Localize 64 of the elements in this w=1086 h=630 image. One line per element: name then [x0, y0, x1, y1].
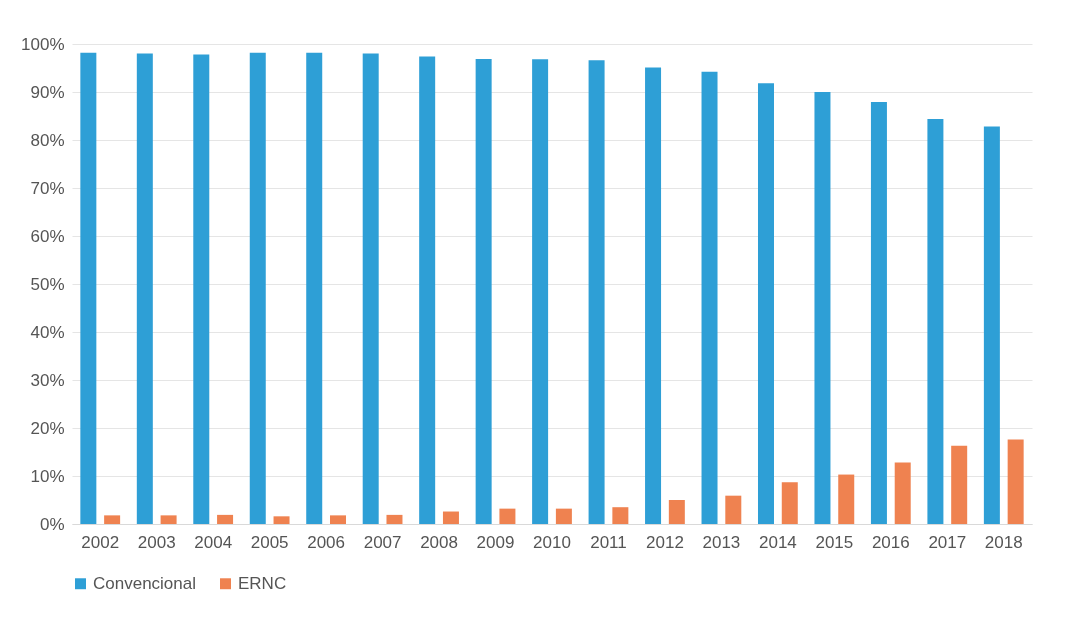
bar [838, 474, 855, 524]
bar [104, 515, 121, 524]
y-tick-label: 0% [39, 514, 65, 534]
bar [555, 508, 572, 524]
bar [814, 92, 831, 524]
bar [870, 102, 887, 524]
bar [160, 515, 177, 524]
y-tick-label: 10% [30, 466, 65, 486]
bar [386, 514, 403, 524]
x-tick-label: 2008 [420, 532, 458, 552]
bar [894, 462, 911, 524]
bar [273, 516, 290, 524]
bar [983, 126, 1000, 524]
x-tick-label: 2016 [871, 532, 910, 552]
y-tick-label: 40% [30, 322, 65, 342]
y-tick-label: 20% [30, 418, 65, 438]
bar [781, 482, 798, 524]
bar [249, 52, 266, 524]
legend-label: ERNC [238, 573, 287, 593]
bar [532, 59, 549, 524]
x-tick-label: 2004 [194, 532, 233, 552]
bar [927, 118, 944, 524]
y-tick-label: 90% [30, 82, 65, 102]
y-tick-label: 80% [30, 130, 65, 150]
x-tick-label: 2005 [250, 532, 289, 552]
bar [330, 515, 347, 524]
bar [362, 53, 379, 524]
legend-label: Convencional [93, 573, 197, 593]
bar [1007, 439, 1024, 524]
y-tick-label: 30% [30, 370, 65, 390]
bar [701, 71, 718, 524]
y-tick-label: 100% [21, 34, 65, 54]
bar [136, 53, 153, 524]
x-tick-label: 2002 [81, 532, 120, 552]
bar [757, 83, 774, 524]
y-tick-label: 70% [30, 178, 65, 198]
x-tick-label: 2012 [646, 532, 684, 552]
x-tick-label: 2017 [928, 532, 967, 552]
bar [442, 511, 459, 524]
bar [499, 508, 516, 524]
x-tick-label: 2003 [137, 532, 176, 552]
x-tick-label: 2010 [533, 532, 571, 552]
y-tick-label: 60% [30, 226, 65, 246]
x-tick-label: 2006 [307, 532, 346, 552]
x-tick-label: 2014 [758, 532, 797, 552]
bar [588, 60, 605, 524]
bar [419, 56, 436, 524]
bar [951, 445, 968, 524]
bar [645, 67, 662, 524]
bar [725, 495, 742, 524]
bar [612, 507, 629, 524]
bar [475, 58, 492, 524]
x-tick-label: 2007 [363, 532, 402, 552]
x-tick-label: 2015 [815, 532, 854, 552]
bar [217, 514, 234, 524]
x-tick-label: 2013 [702, 532, 741, 552]
bar [80, 52, 97, 524]
bar [193, 54, 210, 524]
x-tick-label: 2018 [984, 532, 1023, 552]
y-tick-label: 50% [30, 274, 65, 294]
bar [306, 52, 323, 524]
x-tick-label: 2009 [476, 532, 515, 552]
bar [668, 500, 685, 524]
x-tick-label: 2011 [590, 532, 627, 552]
